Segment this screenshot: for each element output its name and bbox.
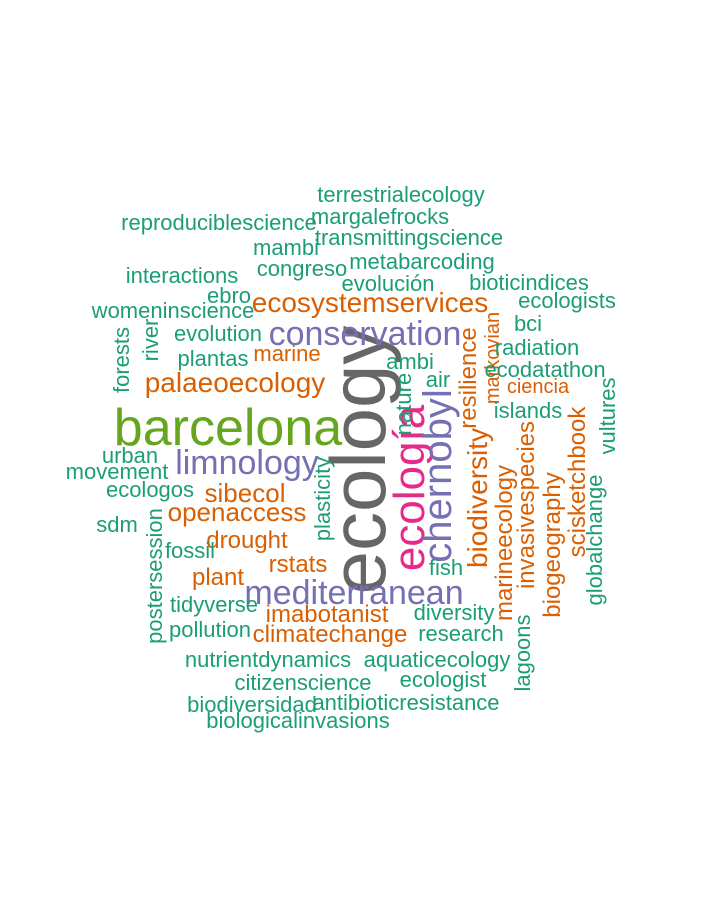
word-mediterranean: mediterranean <box>244 574 464 612</box>
word-metabarcoding: metabarcoding <box>349 249 495 274</box>
word-resilience: resilience <box>455 327 482 429</box>
word-diversity: diversity <box>413 600 495 625</box>
word-ecologists: ecologists <box>518 288 616 313</box>
word-bioticindices: bioticindices <box>469 270 589 295</box>
word-postersession: postersession <box>142 508 167 644</box>
word-evolution: evolution <box>173 321 263 346</box>
word-tidyverse: tidyverse <box>169 592 259 617</box>
word-conservation: conservation <box>268 315 462 353</box>
word-ecologos: ecologos <box>105 477 195 502</box>
word-palaeoecology: palaeoecology <box>144 367 326 398</box>
word-plant: plant <box>191 564 245 591</box>
word-interactions: interactions <box>125 263 239 288</box>
word-ambi: ambi <box>386 349 434 374</box>
word-pollution: pollution <box>169 617 251 642</box>
word-rstats: rstats <box>268 551 328 578</box>
word-lagoons: lagoons <box>510 614 535 692</box>
word-ebro: ebro <box>206 283 252 308</box>
word-urban: urban <box>101 443 159 468</box>
word-river: river <box>138 318 163 362</box>
word-fish: fish <box>428 555 464 580</box>
word-ecologist: ecologist <box>399 667 487 692</box>
word-nature: nature <box>391 372 416 436</box>
word-barcelona: barcelona <box>113 399 343 457</box>
word-transmittingscience: transmittingscience <box>314 225 504 250</box>
word-aquaticecology: aquaticecology <box>363 647 511 672</box>
word-fossil: fossil <box>164 538 216 563</box>
word-ecosystemservices: ecosystemservices <box>251 287 489 318</box>
word-drought: drought <box>206 527 288 554</box>
word-reproduciblescience: reproduciblescience <box>121 210 317 235</box>
word-invasivespecies: invasivespecies <box>513 420 540 590</box>
word-sdm: sdm <box>96 512 138 537</box>
word-congreso: congreso <box>256 256 348 281</box>
word-air: air <box>425 367 451 392</box>
word-evolución: evolución <box>341 271 435 296</box>
word-womeninscience: womeninscience <box>91 298 255 323</box>
word-margalefrocks: margalefrocks <box>310 204 450 229</box>
word-biologicalinvasions: biologicalinvasions <box>206 708 390 733</box>
word-islands: islands <box>493 398 563 423</box>
word-openaccess: openaccess <box>167 497 307 527</box>
word-bci: bci <box>513 311 543 336</box>
word-limnology: limnology <box>175 444 319 482</box>
word-biogeography: biogeography <box>539 472 566 618</box>
word-biodiversity: biodiversity <box>462 427 493 569</box>
word-forests: forests <box>109 326 134 394</box>
word-antibioticresistance: antibioticresistance <box>312 690 500 715</box>
word-radiation: radiation <box>494 335 580 360</box>
word-terrestrialecology: terrestrialecology <box>317 182 485 207</box>
word-research: research <box>418 621 504 646</box>
word-nutrientdynamics: nutrientdynamics <box>184 647 352 672</box>
word-marine: marine <box>253 341 321 366</box>
word-movement: movement <box>65 459 169 484</box>
word-climatechange: climatechange <box>252 621 408 648</box>
word-imabotanist: imabotanist <box>265 601 389 628</box>
word-plasticity: plasticity <box>310 456 335 542</box>
word-globalchange: globalchange <box>582 474 607 606</box>
word-chernobyl: chernobyl <box>416 389 460 563</box>
word-sibecol: sibecol <box>204 478 286 508</box>
word-mambi: mambi <box>252 235 320 260</box>
word-biodiversidad: biodiversidad <box>187 692 317 717</box>
word-vultures: vultures <box>595 377 620 455</box>
word-ciencia: ciencia <box>506 376 570 398</box>
word-ecodatathon: ecodatathon <box>484 357 606 382</box>
word-citizenscience: citizenscience <box>234 670 372 695</box>
word-plantas: plantas <box>177 346 249 371</box>
